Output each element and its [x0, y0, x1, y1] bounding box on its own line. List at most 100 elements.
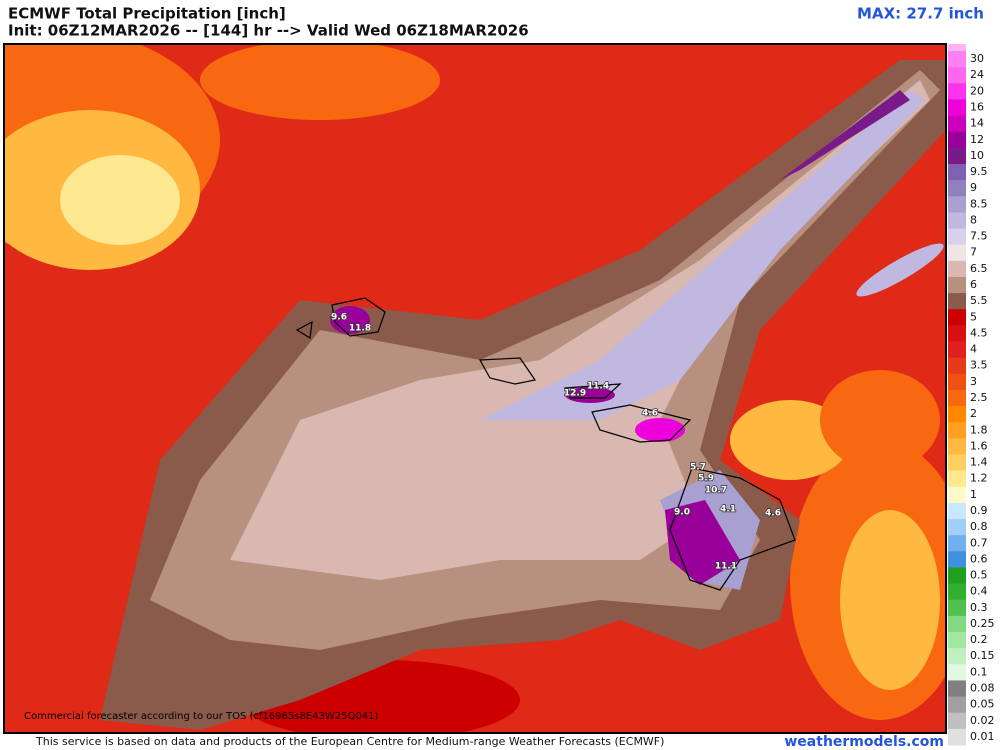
field	[60, 155, 180, 245]
legend-swatch	[948, 422, 966, 439]
map-label: 4.1	[720, 505, 736, 515]
legend-label: 6	[970, 278, 977, 291]
legend-swatch	[948, 712, 966, 730]
map-frame	[3, 43, 947, 734]
map-label: 9.0	[674, 508, 690, 518]
legend-swatch	[948, 228, 966, 246]
legend-label: 0.4	[970, 585, 988, 598]
legend-swatch	[948, 728, 966, 746]
legend-swatch	[948, 44, 966, 51]
legend-swatch	[948, 115, 966, 133]
legend-label: 14	[970, 117, 984, 130]
legend-label: 0.5	[970, 569, 988, 582]
map-labels: 9.611.8 11.412.9 4.6 9.0 5.75.9 10.7 4.1 4.6 11.…	[330, 312, 781, 573]
map-label: 5.7	[690, 463, 706, 473]
legend-label: 3.5	[970, 359, 988, 372]
legend-swatch	[948, 599, 966, 617]
field	[200, 44, 440, 120]
legend-swatch	[948, 196, 966, 213]
field	[820, 370, 940, 470]
legend-swatch	[948, 357, 966, 375]
island	[591, 404, 692, 443]
legend-swatch	[948, 99, 966, 117]
legend-swatch	[948, 325, 966, 343]
subtitle: Init: 06Z12MAR2026 -- [144] hr --> Valid…	[8, 22, 529, 40]
island	[669, 467, 796, 591]
legend-label: 0.05	[970, 698, 995, 711]
legend-label: 6.5	[970, 262, 988, 275]
legend-swatch	[948, 293, 966, 310]
legend-label: 1.4	[970, 456, 988, 469]
legend-swatch	[948, 276, 966, 294]
legend-label: 5	[970, 310, 977, 323]
island	[479, 357, 537, 385]
legend-label: 0.7	[970, 536, 988, 549]
legend-label: 10	[970, 149, 984, 162]
legend-swatch	[948, 341, 966, 359]
legend-swatch	[948, 664, 966, 681]
legend-label: 3	[970, 375, 977, 388]
footer-site[interactable]: weathermodels.com	[784, 734, 944, 750]
legend-label: 0.8	[970, 520, 988, 533]
title: ECMWF Total Precipitation [inch]	[8, 5, 286, 23]
legend-swatch	[948, 470, 966, 488]
legend-swatch	[948, 147, 966, 165]
legend-label: 1.6	[970, 439, 988, 452]
legend-label: 1.8	[970, 423, 988, 436]
legend-swatch	[948, 583, 966, 601]
footer-credit: This service is based on data and produc…	[35, 735, 664, 748]
legend-swatch	[948, 406, 966, 423]
legend-swatch	[948, 51, 966, 68]
max-label: MAX: 27.7 inch	[857, 5, 984, 23]
map-label: 4.6	[642, 409, 658, 419]
legend-swatch	[948, 180, 966, 197]
legend-label: 7.5	[970, 230, 988, 243]
legend-label: 0.6	[970, 552, 988, 565]
legend-swatch	[948, 502, 966, 520]
island	[295, 320, 313, 339]
legend-swatch	[948, 244, 966, 262]
legend-swatch	[948, 615, 966, 633]
map-label: 4.6	[765, 509, 781, 519]
legend-label: 0.02	[970, 714, 995, 727]
map: Commercial forecaster according to our T…	[4, 44, 946, 733]
legend-swatch	[948, 309, 966, 326]
legend-label: 0.1	[970, 665, 988, 678]
map-label: 11.4	[587, 382, 609, 392]
legend-swatch	[948, 454, 966, 472]
legend-label: 4	[970, 343, 977, 356]
map-label: 11.8	[349, 324, 371, 334]
legend-label: 0.15	[970, 649, 995, 662]
legend-label: 20	[970, 84, 984, 97]
legend-swatch	[948, 373, 966, 391]
legend-swatch	[948, 389, 966, 407]
legend-label: 0.01	[970, 730, 995, 743]
legend-swatch	[948, 131, 966, 149]
legend-label: 1.2	[970, 472, 988, 485]
field	[840, 510, 940, 690]
field	[856, 243, 944, 297]
legend-label: 0.2	[970, 633, 988, 646]
watermark: Commercial forecaster according to our T…	[24, 711, 378, 722]
legend-swatch	[948, 696, 966, 714]
legend-label: 16	[970, 100, 984, 113]
legend-swatch	[948, 519, 966, 536]
legend-label: 0.9	[970, 504, 988, 517]
field	[780, 90, 910, 180]
field	[635, 418, 685, 442]
field	[230, 80, 930, 580]
legend-label: 8.5	[970, 197, 988, 210]
legend-swatch	[948, 567, 966, 585]
island	[564, 383, 622, 399]
field	[565, 387, 615, 403]
legend-swatch	[948, 680, 966, 698]
legend-label: 5.5	[970, 294, 988, 307]
legend-label: 2.5	[970, 391, 988, 404]
legend-swatch	[948, 486, 966, 504]
legend-label: 8	[970, 213, 977, 226]
legend-swatch	[948, 163, 966, 181]
legend-label: 0.25	[970, 617, 995, 630]
legend-swatch	[948, 632, 966, 649]
island	[331, 297, 386, 337]
legend-label: 7	[970, 246, 977, 259]
